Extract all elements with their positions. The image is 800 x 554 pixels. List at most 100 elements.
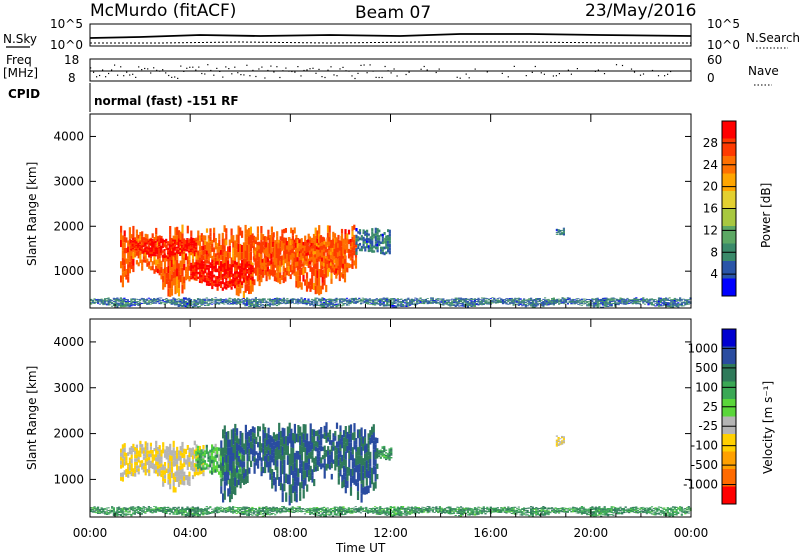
power-cell <box>116 297 119 299</box>
power-cell <box>307 245 310 249</box>
power-cell <box>410 298 413 300</box>
power-cell <box>179 252 182 254</box>
power-cell <box>586 304 589 306</box>
power-cell <box>479 301 482 303</box>
power-cell <box>130 305 133 307</box>
power-cell <box>545 302 548 304</box>
power-cell <box>396 305 399 307</box>
nave-dot <box>459 77 461 79</box>
power-cell <box>533 299 536 301</box>
velocity-cell <box>162 481 165 487</box>
velocity-cell <box>158 472 161 476</box>
velocity-cell <box>216 454 219 458</box>
power-cell <box>296 300 299 301</box>
power-cell <box>282 271 285 278</box>
nave-dot <box>288 70 290 72</box>
power-cell <box>316 270 319 278</box>
power-cell <box>665 303 668 305</box>
power-cell <box>349 301 352 303</box>
power-cell <box>312 268 316 276</box>
power-cell <box>302 302 305 304</box>
nave-dot <box>651 69 654 72</box>
power-cell <box>137 299 140 301</box>
power-cell <box>207 270 210 273</box>
power-cell <box>272 237 275 242</box>
power-cell <box>242 265 245 268</box>
velocity-cell <box>271 469 274 476</box>
power-cell <box>493 300 496 302</box>
power-cell <box>144 247 147 249</box>
power-cell <box>170 300 173 301</box>
power-cell <box>395 306 398 308</box>
power-cell <box>659 304 662 306</box>
power-cell <box>235 302 238 304</box>
power-cell <box>123 301 126 303</box>
power-cell <box>156 239 159 242</box>
velocity-cell <box>181 468 184 475</box>
velocity-cell <box>125 468 128 473</box>
nave-dot <box>390 72 392 74</box>
power-cell <box>473 300 477 302</box>
velocity-cell <box>167 452 170 458</box>
power-cell <box>360 245 363 249</box>
power-cell <box>456 300 459 302</box>
power-cell <box>249 304 252 306</box>
power-cell <box>331 299 335 301</box>
power-cell <box>419 300 422 301</box>
power-cell <box>186 244 189 247</box>
power-cell <box>322 259 326 263</box>
velocity-cell <box>241 475 244 483</box>
power-cell <box>279 255 282 260</box>
power-cell <box>244 277 247 280</box>
power-cell <box>179 302 182 304</box>
power-cell <box>544 299 547 301</box>
power-cell <box>91 301 94 302</box>
power-cell <box>670 301 673 303</box>
power-cell <box>111 300 114 302</box>
nave-dot <box>216 67 218 69</box>
power-cell <box>340 246 343 252</box>
power-cell <box>251 267 254 270</box>
velocity-cell <box>271 455 274 463</box>
power-cell <box>610 299 613 301</box>
velocity-cell <box>248 430 251 437</box>
velocity-cell <box>123 452 126 457</box>
power-cell <box>137 234 140 239</box>
power-cell <box>121 306 124 308</box>
power-cell <box>272 301 275 303</box>
power-cell <box>319 298 322 300</box>
power-cell <box>172 297 175 299</box>
power-cell <box>175 303 179 304</box>
power-cell <box>366 229 369 233</box>
power-cell <box>252 242 255 246</box>
nave-dot <box>270 65 272 67</box>
power-cell <box>491 297 494 299</box>
power-cell <box>242 301 245 303</box>
power-cell <box>426 302 429 304</box>
power-cell <box>351 231 354 237</box>
power-cell <box>109 299 112 301</box>
power-cell <box>305 301 308 302</box>
power-cell <box>364 233 367 236</box>
velocity-cell <box>134 461 137 466</box>
power-cell <box>284 237 287 243</box>
power-cell <box>367 247 370 250</box>
power-cell <box>127 264 130 271</box>
power-cell <box>212 302 215 304</box>
power-cell <box>388 229 391 234</box>
power-cell <box>125 247 128 254</box>
velocity-cell <box>218 454 221 458</box>
velocity-cell <box>134 465 137 470</box>
velocity-cell <box>198 455 201 459</box>
power-cell <box>263 240 266 246</box>
power-cell <box>172 301 175 303</box>
velocity-cell <box>253 462 256 468</box>
power-cell <box>640 298 643 300</box>
power-cell <box>351 247 354 253</box>
power-cell <box>226 303 229 305</box>
nave-dot <box>576 68 578 70</box>
power-cell <box>470 303 473 305</box>
power-cell <box>465 299 468 301</box>
freq-label-1: Freq <box>6 53 32 67</box>
power-cell <box>165 272 168 279</box>
